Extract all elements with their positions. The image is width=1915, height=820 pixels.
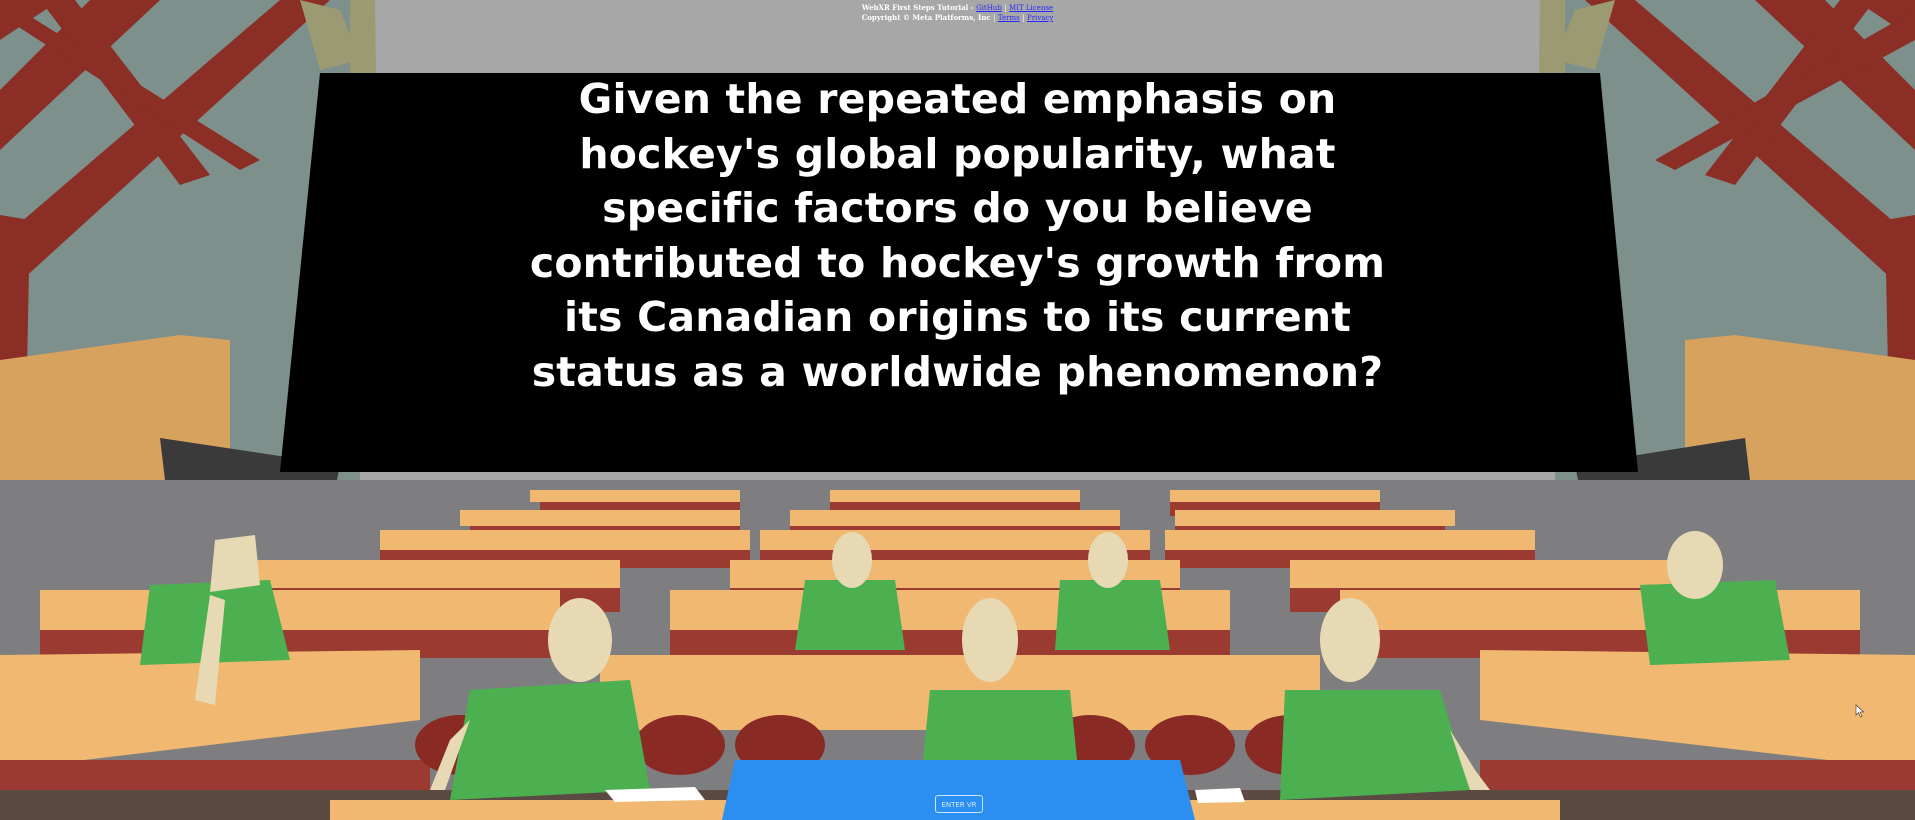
paper: [1195, 788, 1245, 803]
credits-line-1: WebXR First Steps Tutorial - GitHub | MI…: [0, 3, 1915, 13]
student: [795, 532, 905, 650]
student: [430, 598, 650, 800]
separator: |: [1004, 4, 1007, 12]
student: [1280, 598, 1490, 800]
mouse-cursor-icon: [1855, 704, 1865, 718]
student: [1055, 532, 1170, 650]
question-line: status as a worldwide phenomenon?: [531, 347, 1384, 396]
question-line: hockey's global popularity, what: [579, 129, 1336, 178]
question-board: [280, 73, 1638, 472]
copyright-text: Copyright © Meta Platforms, Inc: [861, 13, 991, 22]
separator: |: [1022, 14, 1025, 22]
question-line: its Canadian origins to its current: [563, 293, 1352, 341]
question-line: contributed to hockey's growth from: [529, 238, 1386, 287]
separator: |: [993, 14, 996, 22]
enter-vr-button[interactable]: ENTER VR: [935, 795, 983, 813]
paper: [605, 787, 705, 802]
mit-license-link[interactable]: MIT License: [1009, 4, 1054, 12]
question-line: specific factors do you believe: [602, 184, 1313, 232]
student: [140, 535, 290, 705]
github-link[interactable]: GitHub: [976, 4, 1002, 12]
privacy-link[interactable]: Privacy: [1026, 14, 1054, 22]
enter-vr-panel: [722, 760, 1195, 820]
credits-line-2: Copyright © Meta Platforms, Inc | Terms …: [0, 13, 1915, 23]
tutorial-title: WebXR First Steps Tutorial -: [861, 3, 974, 12]
question-line: Given the repeated emphasis on: [578, 75, 1337, 123]
terms-link[interactable]: Terms: [997, 14, 1020, 22]
student: [1640, 531, 1790, 665]
credits: WebXR First Steps Tutorial - GitHub | MI…: [0, 3, 1915, 23]
question-text: Given the repeated emphasis on hockey's …: [450, 72, 1465, 399]
